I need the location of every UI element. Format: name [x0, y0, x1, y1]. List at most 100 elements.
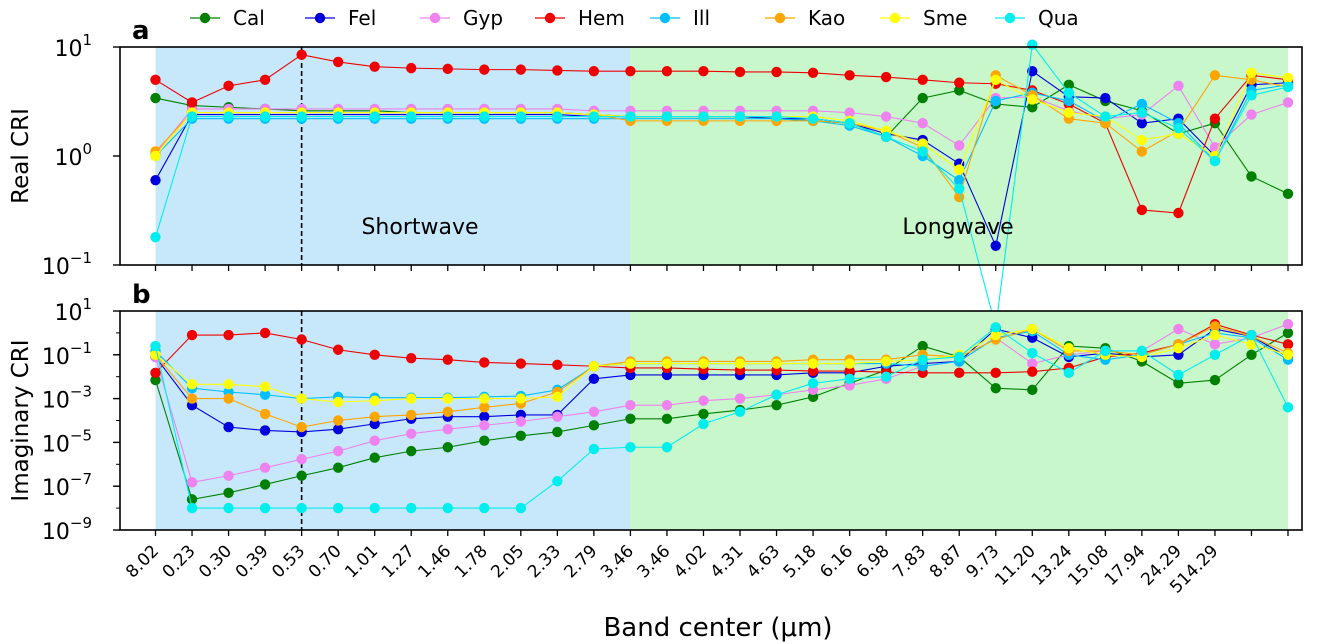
data-point-sme-8	[442, 393, 453, 404]
data-point-sme-20	[880, 356, 892, 367]
data-point-qua-1	[186, 502, 198, 514]
data-point-hem-3	[259, 74, 271, 86]
legend-label: Ill	[693, 6, 710, 30]
data-point-gyp-16	[734, 393, 746, 404]
data-point-hem-7	[406, 62, 417, 74]
data-point-hem-11	[552, 65, 563, 76]
x-tick-label: 3.46	[597, 541, 638, 582]
data-point-qua-22	[954, 351, 965, 363]
data-point-qua-29	[1209, 349, 1221, 360]
data-point-qua-14	[661, 111, 673, 122]
data-point-qua-29	[1209, 155, 1221, 167]
data-point-sme-17	[771, 358, 782, 369]
data-point-sme-25	[1063, 107, 1075, 118]
data-point-cal-31	[1282, 188, 1294, 199]
x-tick-label: 5.18	[780, 541, 821, 582]
y-tick-label: 10−9	[42, 514, 92, 545]
x-axis-label: Band center (μm)	[603, 613, 832, 643]
data-point-hem-4	[296, 334, 307, 345]
data-point-sme-24	[1027, 94, 1038, 105]
data-point-qua-11	[552, 475, 563, 487]
data-point-sme-2	[223, 379, 234, 390]
data-point-cal-7	[406, 445, 417, 457]
data-point-gyp-10	[515, 416, 527, 427]
data-point-cal-10	[515, 430, 527, 442]
shortwave-region	[155, 311, 631, 530]
data-point-cal-9	[479, 435, 490, 446]
longwave-label: Longwave	[902, 215, 1013, 240]
data-point-kao-3	[259, 408, 271, 420]
data-point-qua-16	[734, 111, 746, 122]
data-point-cal-21	[917, 340, 928, 352]
data-point-gyp-28	[1173, 323, 1184, 335]
data-point-sme-12	[588, 361, 600, 372]
data-point-cal-17	[771, 399, 782, 411]
data-point-qua-2	[223, 502, 234, 514]
legend: Cal Fel Gyp Hem Ill Kao Sme Qua	[190, 6, 1079, 30]
data-point-cal-29	[1209, 374, 1221, 386]
data-point-fel-23	[990, 240, 1001, 252]
shortwave-label: Shortwave	[361, 215, 478, 240]
series-line-hem	[155, 54, 1289, 214]
series-line-qua	[154, 326, 1289, 509]
data-point-gyp-29	[1209, 339, 1221, 350]
data-point-gyp-9	[479, 420, 490, 431]
data-point-hem-4	[296, 49, 307, 60]
data-point-hem-8	[442, 63, 453, 75]
data-point-sme-11	[552, 391, 563, 403]
legend-item-qua: Qua	[995, 6, 1079, 30]
data-point-hem-18	[807, 365, 819, 377]
series-line-ill	[155, 84, 1289, 181]
data-point-hem-6	[369, 61, 380, 72]
panel-label: a	[132, 16, 150, 46]
data-point-qua-27	[1136, 345, 1148, 357]
data-point-qua-24	[1027, 347, 1038, 359]
data-point-gyp-5	[332, 445, 344, 457]
data-point-hem-17	[771, 66, 782, 78]
x-tick-label: 4.63	[743, 541, 784, 582]
data-point-sme-5	[332, 396, 344, 408]
legend-label: Qua	[1038, 6, 1079, 30]
data-point-fel-9	[479, 411, 490, 422]
data-point-qua-26	[1100, 111, 1111, 122]
data-point-cal-4	[296, 470, 307, 481]
data-point-qua-30	[1246, 329, 1257, 341]
data-point-cal-11	[552, 426, 563, 438]
data-point-kao-29	[1209, 321, 1221, 332]
y-tick-label: 10−1	[42, 249, 92, 280]
data-point-qua-23	[990, 322, 1001, 333]
x-tick-label: 0.30	[195, 541, 236, 582]
data-point-hem-18	[807, 67, 819, 78]
data-point-qua-22	[954, 183, 965, 195]
data-point-qua-2	[223, 111, 234, 122]
legend-label: Sme	[923, 6, 967, 30]
series-line-qua	[154, 43, 1289, 328]
series-line-cal	[154, 332, 1289, 501]
data-point-hem-22	[954, 367, 965, 379]
data-point-kao-27	[1136, 146, 1148, 157]
data-point-qua-9	[479, 502, 490, 514]
data-point-qua-17	[771, 111, 782, 122]
data-point-gyp-19	[844, 107, 855, 118]
data-point-gyp-2	[223, 470, 234, 481]
x-tick-label: 3.46	[634, 541, 675, 582]
data-point-kao-6	[369, 411, 380, 422]
data-point-cal-14	[661, 413, 673, 424]
data-point-qua-7	[406, 111, 417, 122]
y-tick-label: 101	[54, 295, 92, 326]
data-point-sme-0	[150, 150, 161, 162]
data-point-hem-24	[1027, 366, 1038, 377]
data-point-ill-23	[990, 95, 1001, 107]
data-point-qua-9	[479, 111, 490, 122]
data-point-kao-5	[332, 415, 344, 426]
data-point-cal-25	[1063, 79, 1075, 90]
data-point-sme-29	[1209, 329, 1221, 341]
data-point-fel-26	[1100, 92, 1111, 104]
data-point-cal-5	[332, 462, 344, 473]
x-tick-label: 0.23	[159, 541, 200, 582]
y-tick-label: 10−3	[42, 383, 92, 414]
x-tick-label: 8.87	[926, 541, 967, 582]
data-point-hem-14	[661, 65, 673, 77]
x-tick-label: 15.08	[1064, 541, 1113, 590]
